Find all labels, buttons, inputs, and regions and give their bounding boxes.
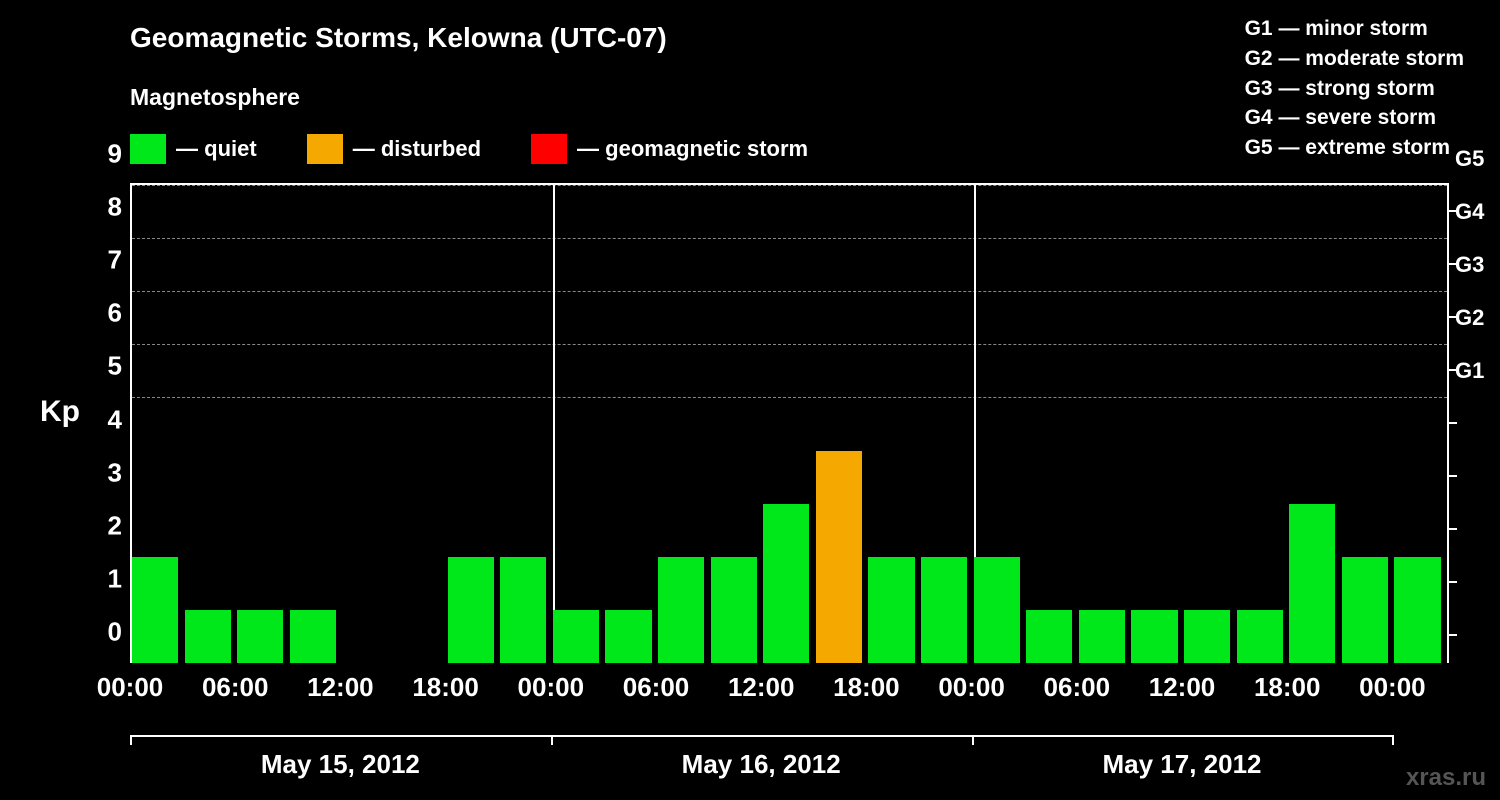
x-tick-label-9: 06:00 xyxy=(1044,672,1111,703)
g-legend-g1: G1 — minor storm xyxy=(1245,14,1464,44)
minor-tick-2 xyxy=(1447,581,1457,583)
legend-label-storm: — geomagnetic storm xyxy=(577,136,808,162)
g-legend-g3: G3 — strong storm xyxy=(1245,74,1464,104)
site-watermark: xras.ru xyxy=(1406,764,1486,792)
g-axis-label-g2: G2 xyxy=(1455,305,1500,331)
kp-bar-May17-06:00[interactable] xyxy=(1079,610,1125,663)
minor-tick-9 xyxy=(1447,210,1457,212)
kp-bar-May16-00:00[interactable] xyxy=(553,610,599,663)
kp-bar-May17-18:00[interactable] xyxy=(1289,504,1335,663)
kp-bar-May16-18:00[interactable] xyxy=(868,557,914,663)
kp-bar-May17-03:00[interactable] xyxy=(1026,610,1072,663)
day-label-2: May 17, 2012 xyxy=(1102,749,1261,780)
x-tick-label-11: 18:00 xyxy=(1254,672,1321,703)
kp-axis-title: Kp xyxy=(40,395,80,429)
x-tick-label-3: 18:00 xyxy=(412,672,479,703)
x-tick-label-10: 12:00 xyxy=(1149,672,1216,703)
kp-bar-May17-21:00[interactable] xyxy=(1342,557,1388,663)
kp-bar-May18-00:00[interactable] xyxy=(1394,557,1440,663)
y-tick-1: 1 xyxy=(92,563,122,594)
minor-tick-4 xyxy=(1447,475,1457,477)
kp-bar-May15-03:00[interactable] xyxy=(185,610,231,663)
g-axis-label-g3: G3 xyxy=(1455,252,1500,278)
kp-bar-May16-09:00[interactable] xyxy=(711,557,757,663)
legend-item-disturbed: — disturbed xyxy=(307,134,481,164)
quiet-color-swatch xyxy=(130,134,166,164)
g-axis-label-g4: G4 xyxy=(1455,199,1500,225)
minor-tick-7 xyxy=(1447,316,1457,318)
day-bracket-line-2 xyxy=(972,735,1393,737)
day-bracket-tick-left-1 xyxy=(551,735,553,745)
legend-item-quiet: — quiet xyxy=(130,134,257,164)
x-tick-label-2: 12:00 xyxy=(307,672,374,703)
bars-layer xyxy=(132,185,1447,663)
kp-bar-May16-03:00[interactable] xyxy=(605,610,651,663)
g-legend-g4: G4 — severe storm xyxy=(1245,103,1464,133)
x-tick-label-4: 00:00 xyxy=(518,672,585,703)
day-bracket-line-0 xyxy=(130,735,551,737)
day-label-1: May 16, 2012 xyxy=(682,749,841,780)
kp-bar-May15-06:00[interactable] xyxy=(237,610,283,663)
kp-bar-May15-18:00[interactable] xyxy=(448,557,494,663)
y-tick-2: 2 xyxy=(92,510,122,541)
y-tick-0: 0 xyxy=(92,617,122,648)
day-label-0: May 15, 2012 xyxy=(261,749,420,780)
minor-tick-6 xyxy=(1447,369,1457,371)
kp-bar-May16-21:00[interactable] xyxy=(921,557,967,663)
legend-label-disturbed: — disturbed xyxy=(353,136,481,162)
day-bracket-tick-right-2 xyxy=(1392,735,1394,745)
plot-area: 0 1 2 3 4 5 6 7 8 9 G1 G2 G3 G4 G5 xyxy=(130,183,1449,663)
kp-bar-May17-12:00[interactable] xyxy=(1184,610,1230,663)
kp-bar-May15-00:00[interactable] xyxy=(132,557,178,663)
kp-bar-May17-15:00[interactable] xyxy=(1237,610,1283,663)
x-tick-label-12: 00:00 xyxy=(1359,672,1426,703)
y-tick-9: 9 xyxy=(92,139,122,170)
g-legend-g2: G2 — moderate storm xyxy=(1245,44,1464,74)
x-tick-label-5: 06:00 xyxy=(623,672,690,703)
kp-bar-May15-21:00[interactable] xyxy=(500,557,546,663)
kp-bar-May16-12:00[interactable] xyxy=(763,504,809,663)
y-tick-7: 7 xyxy=(92,245,122,276)
day-bracket-tick-left-2 xyxy=(972,735,974,745)
y-tick-3: 3 xyxy=(92,457,122,488)
day-bracket-line-1 xyxy=(551,735,972,737)
kp-bar-May16-15:00[interactable] xyxy=(816,451,862,663)
y-tick-8: 8 xyxy=(92,192,122,223)
g-axis-label-g5: G5 xyxy=(1455,146,1500,172)
y-tick-6: 6 xyxy=(92,298,122,329)
disturbed-color-swatch xyxy=(307,134,343,164)
magnetosphere-legend: — quiet — disturbed — geomagnetic storm xyxy=(130,134,844,164)
geomagnetic-storm-chart: Geomagnetic Storms, Kelowna (UTC-07) Mag… xyxy=(0,0,1500,800)
y-tick-5: 5 xyxy=(92,351,122,382)
g-scale-legend: G1 — minor storm G2 — moderate storm G3 … xyxy=(1245,14,1464,163)
minor-tick-5 xyxy=(1447,422,1457,424)
chart-title: Geomagnetic Storms, Kelowna (UTC-07) xyxy=(130,22,667,54)
x-tick-label-8: 00:00 xyxy=(938,672,1005,703)
kp-bar-May17-09:00[interactable] xyxy=(1131,610,1177,663)
minor-tick-3 xyxy=(1447,528,1457,530)
x-tick-label-6: 12:00 xyxy=(728,672,795,703)
kp-bar-May16-06:00[interactable] xyxy=(658,557,704,663)
minor-tick-8 xyxy=(1447,263,1457,265)
chart-subtitle: Magnetosphere xyxy=(130,84,300,111)
day-brackets: May 15, 2012 May 16, 2012 May 17, 2012 xyxy=(130,735,1445,785)
x-tick-label-0: 00:00 xyxy=(97,672,164,703)
storm-color-swatch xyxy=(531,134,567,164)
x-tick-label-7: 18:00 xyxy=(833,672,900,703)
legend-label-quiet: — quiet xyxy=(176,136,257,162)
x-axis-tick-labels: 00:00 06:00 12:00 18:00 00:00 06:00 12:00 18:00… xyxy=(130,672,1445,712)
minor-tick-1 xyxy=(1447,634,1457,636)
day-bracket-tick-left-0 xyxy=(130,735,132,745)
kp-bar-May15-09:00[interactable] xyxy=(290,610,336,663)
g-axis-label-g1: G1 xyxy=(1455,358,1500,384)
legend-item-storm: — geomagnetic storm xyxy=(531,134,808,164)
kp-bar-May17-00:00[interactable] xyxy=(974,557,1020,663)
g-legend-g5: G5 — extreme storm xyxy=(1245,133,1464,163)
y-tick-4: 4 xyxy=(92,404,122,435)
x-tick-label-1: 06:00 xyxy=(202,672,269,703)
